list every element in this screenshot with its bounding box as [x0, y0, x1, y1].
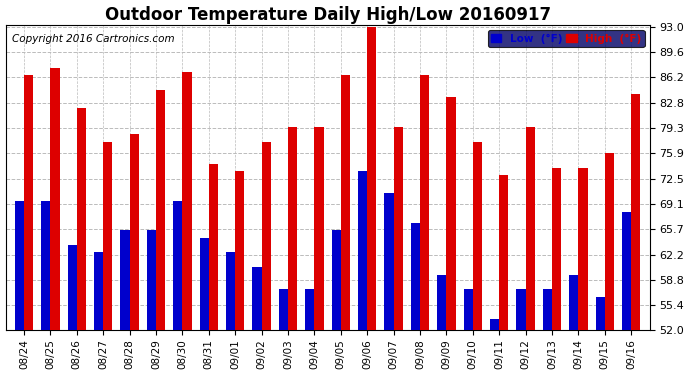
Bar — [41, 201, 50, 330]
Bar — [411, 223, 420, 330]
Bar — [235, 171, 244, 330]
Bar — [156, 90, 166, 330]
Bar — [384, 194, 393, 330]
Bar — [420, 75, 429, 330]
Bar — [24, 75, 33, 330]
Bar — [77, 108, 86, 330]
Bar — [173, 201, 182, 330]
Bar — [120, 230, 130, 330]
Bar — [543, 289, 552, 330]
Bar — [226, 252, 235, 330]
Bar — [104, 142, 112, 330]
Bar — [341, 75, 350, 330]
Bar — [50, 68, 59, 330]
Bar — [578, 168, 588, 330]
Bar — [605, 153, 614, 330]
Bar — [490, 319, 500, 330]
Bar — [569, 274, 578, 330]
Bar — [305, 289, 315, 330]
Bar — [94, 252, 104, 330]
Bar — [147, 230, 156, 330]
Bar — [500, 175, 509, 330]
Bar — [595, 297, 605, 330]
Bar — [446, 98, 455, 330]
Bar — [253, 267, 262, 330]
Title: Outdoor Temperature Daily High/Low 20160917: Outdoor Temperature Daily High/Low 20160… — [105, 6, 551, 24]
Bar — [288, 127, 297, 330]
Bar — [68, 245, 77, 330]
Bar — [622, 212, 631, 330]
Text: Copyright 2016 Cartronics.com: Copyright 2016 Cartronics.com — [12, 34, 175, 44]
Bar — [199, 238, 209, 330]
Bar — [393, 127, 403, 330]
Bar — [552, 168, 561, 330]
Bar — [182, 72, 192, 330]
Bar — [464, 289, 473, 330]
Bar — [437, 274, 446, 330]
Bar — [526, 127, 535, 330]
Bar — [631, 94, 640, 330]
Bar — [315, 127, 324, 330]
Legend: Low  (°F), High  (°F): Low (°F), High (°F) — [488, 30, 644, 46]
Bar — [473, 142, 482, 330]
Bar — [358, 171, 367, 330]
Bar — [367, 27, 377, 330]
Bar — [332, 230, 341, 330]
Bar — [279, 289, 288, 330]
Bar — [209, 164, 218, 330]
Bar — [516, 289, 526, 330]
Bar — [130, 134, 139, 330]
Bar — [262, 142, 271, 330]
Bar — [14, 201, 24, 330]
